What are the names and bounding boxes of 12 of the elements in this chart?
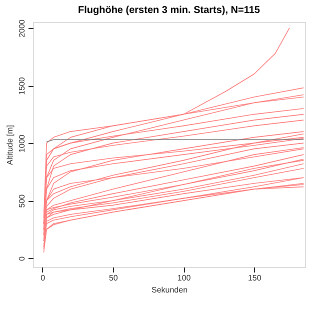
chart-title: Flughöhe (ersten 3 min. Starts), N=115 xyxy=(78,5,260,16)
x-tick-label: 0 xyxy=(40,274,46,282)
x-tick-label: 150 xyxy=(248,274,262,282)
y-axis-title: Altitude [m] xyxy=(6,124,14,166)
y-tick-label: 0 xyxy=(18,256,26,261)
x-tick-label: 100 xyxy=(177,274,192,282)
y-tick-label: 2000 xyxy=(18,19,26,38)
y-tick-label: 500 xyxy=(18,194,26,208)
x-tick-label: 50 xyxy=(108,274,118,282)
x-axis-title: Sekunden xyxy=(151,286,188,294)
y-tick-label: 1000 xyxy=(18,134,26,152)
y-tick-label: 1500 xyxy=(18,76,26,95)
